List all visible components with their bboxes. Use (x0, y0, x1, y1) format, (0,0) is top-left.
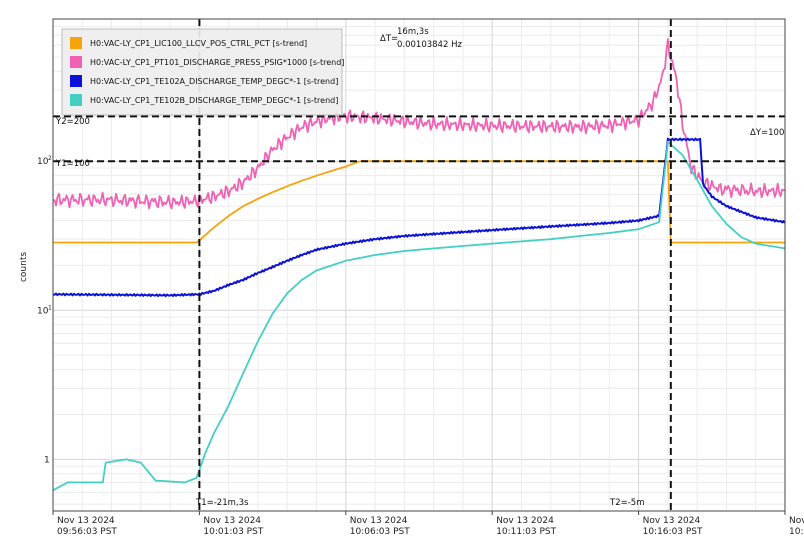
x-tick-label: 10:01:03 PST (203, 527, 263, 537)
y-tick-exponent: 2 (48, 155, 52, 162)
cursor-lines (53, 19, 785, 511)
x-tick-label: Nov 13 2024 (203, 516, 261, 526)
series-line (53, 160, 785, 244)
x-tick-label: Nov 13 2024 (350, 516, 408, 526)
legend-swatch (70, 56, 82, 68)
y-tick-label: 10 (37, 157, 49, 167)
x-tick-label: Nov 13 2024 (496, 516, 554, 526)
y-tick-label: 1 (44, 455, 50, 465)
y-tick-exponent: 1 (48, 304, 52, 311)
t1-cursor-label: T1=-21m,3s (195, 498, 249, 508)
x-tick-label: 10:06:03 PST (350, 527, 410, 537)
legend-entry: H0:VAC-LY_CP1_TE102A_DISCHARGE_TEMP_DEGC… (70, 75, 338, 87)
series-line (52, 140, 786, 492)
legend-background (61, 28, 343, 116)
y-tick-label: 10 (37, 306, 49, 316)
legend-label: H0:VAC-LY_CP1_TE102B_DISCHARGE_TEMP_DEGC… (90, 96, 338, 105)
legend-label: H0:VAC-LY_CP1_PT101_DISCHARGE_PRESS_PSIG… (90, 58, 344, 67)
x-tick-label: Nov 13 (789, 516, 804, 526)
legend-swatch (70, 37, 82, 49)
x-tick-label: 10:21:0 (789, 527, 804, 537)
x-tick-label: 10:16:03 PST (643, 527, 703, 537)
legend: H0:VAC-LY_CP1_LIC100_LLCV_POS_CTRL_PCT [… (61, 28, 344, 116)
legend-entry: H0:VAC-LY_CP1_PT101_DISCHARGE_PRESS_PSIG… (70, 56, 344, 68)
legend-label: H0:VAC-LY_CP1_LIC100_LLCV_POS_CTRL_PCT [… (90, 39, 307, 48)
y1-cursor-label: Y1=100 (55, 159, 90, 169)
legend-swatch (70, 94, 82, 106)
delta-t-frequency: 0.00103842 Hz (397, 40, 462, 50)
series-line (52, 38, 786, 210)
y2-cursor-label: Y2=200 (55, 117, 90, 127)
legend-swatch (70, 75, 82, 87)
x-tick-label: Nov 13 2024 (57, 516, 115, 526)
legend-label: H0:VAC-LY_CP1_TE102A_DISCHARGE_TEMP_DEGC… (90, 77, 338, 86)
x-tick-label: 10:11:03 PST (496, 527, 556, 537)
series-line (52, 137, 786, 298)
legend-entry: H0:VAC-LY_CP1_LIC100_LLCV_POS_CTRL_PCT [… (70, 37, 307, 49)
delta-t-symbol: ΔT= (380, 34, 398, 44)
legend-entry: H0:VAC-LY_CP1_TE102B_DISCHARGE_TEMP_DEGC… (70, 94, 338, 106)
delta-t-value: 16m,3s (397, 27, 429, 37)
x-tick-label: Nov 13 2024 (643, 516, 701, 526)
delta-y-label: ΔY=100 (750, 128, 784, 138)
plot-frame (52, 18, 786, 512)
y-axis-label: counts (19, 252, 29, 282)
x-tick-label: 09:56:03 PST (57, 527, 117, 537)
t2-cursor-label: T2=-5m (609, 498, 644, 508)
